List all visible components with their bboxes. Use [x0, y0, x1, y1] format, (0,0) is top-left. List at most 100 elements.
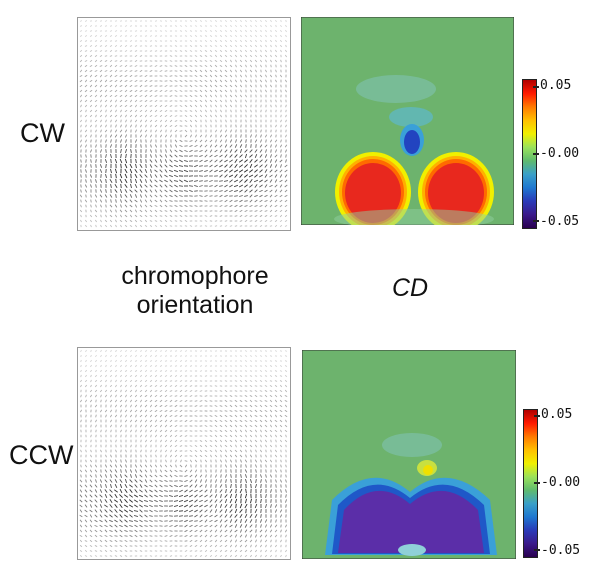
vector-arrow: [79, 89, 83, 93]
vector-arrow: [274, 375, 278, 377]
vector-arrow: [128, 509, 134, 513]
vector-arrow: [144, 104, 148, 108]
vector-arrow: [154, 205, 158, 207]
vector-arrow: [154, 365, 158, 367]
vector-arrow: [204, 444, 208, 448]
vector-arrow: [84, 384, 88, 388]
vector-arrow: [164, 225, 168, 227]
vector-arrow: [184, 464, 188, 468]
vector-arrow: [205, 474, 207, 478]
vector-arrow: [149, 35, 153, 37]
vector-arrow: [149, 109, 153, 113]
vector-arrow: [194, 454, 198, 458]
vector-arrow: [194, 550, 198, 552]
vector-arrow: [188, 499, 194, 503]
vector-arrow: [274, 414, 278, 418]
vector-arrow: [80, 364, 82, 368]
vector-arrow: [224, 159, 228, 163]
vector-arrow: [265, 449, 267, 453]
vector-arrow: [259, 74, 263, 78]
vector-arrow: [210, 114, 212, 118]
vector-arrow: [144, 489, 148, 493]
vector-arrow: [95, 139, 97, 143]
vector-arrow: [184, 125, 188, 127]
vector-arrow: [189, 185, 193, 187]
vector-arrow: [204, 175, 208, 177]
vector-arrow: [204, 60, 208, 62]
vector-arrow: [95, 159, 97, 163]
vector-arrow: [270, 29, 272, 33]
vector-arrow: [254, 24, 258, 28]
vector-arrow: [184, 435, 188, 437]
vector-arrow: [79, 69, 83, 73]
vector-arrow: [79, 535, 83, 537]
vector-arrow: [99, 509, 103, 513]
vector-arrow: [109, 524, 113, 528]
vector-arrow: [260, 434, 262, 438]
vector-arrow: [154, 199, 158, 203]
vector-arrow: [209, 415, 213, 417]
vector-arrow: [119, 498, 123, 504]
vector-arrow: [174, 184, 178, 188]
vector-arrow: [235, 493, 237, 499]
vector-arrow: [100, 384, 102, 388]
vector-arrow: [234, 419, 238, 423]
vector-arrow: [164, 469, 168, 473]
vector-arrow: [189, 520, 193, 522]
vector-arrow: [189, 20, 193, 22]
vector-arrow: [189, 189, 193, 193]
vector-arrow: [154, 409, 158, 413]
vector-arrow: [274, 409, 278, 413]
vector-arrow: [274, 139, 278, 143]
vector-arrow: [223, 180, 229, 182]
vector-arrow: [214, 94, 218, 98]
vector-arrow: [89, 499, 93, 503]
vector-arrow: [194, 65, 198, 67]
vector-arrow: [95, 199, 97, 203]
vector-arrow: [95, 369, 97, 373]
vector-arrow: [269, 164, 273, 168]
vector-arrow: [215, 114, 217, 118]
vector-arrow: [194, 405, 198, 407]
vector-arrow: [109, 74, 113, 78]
vector-arrow: [144, 189, 148, 193]
vector-arrow: [194, 85, 198, 87]
vector-arrow: [99, 539, 103, 543]
vector-arrow: [269, 424, 273, 428]
vector-arrow: [214, 184, 218, 188]
vector-arrow: [284, 199, 288, 203]
vector-arrow: [119, 424, 123, 428]
vector-arrow: [214, 35, 218, 37]
vector-arrow: [84, 74, 88, 78]
vector-arrow: [179, 440, 183, 442]
vector-arrow: [250, 129, 252, 133]
vector-arrow: [135, 158, 137, 164]
vector-arrow: [139, 214, 143, 218]
vector-arrow: [255, 479, 257, 483]
vector-arrow: [144, 469, 148, 473]
vector-arrow: [233, 169, 239, 173]
vector-arrow: [120, 384, 122, 388]
vector-arrow: [189, 140, 193, 142]
vector-arrow: [139, 164, 143, 168]
vector-arrow: [255, 114, 257, 118]
vector-arrow: [265, 84, 267, 88]
vector-arrow: [174, 454, 178, 458]
vector-arrow: [100, 354, 102, 358]
vector-arrow: [229, 49, 233, 53]
vector-arrow: [150, 469, 152, 473]
vector-arrow: [229, 144, 233, 148]
vector-arrow: [274, 54, 278, 58]
vector-arrow: [109, 104, 113, 108]
vector-arrow: [125, 429, 127, 433]
vector-arrow: [249, 189, 253, 193]
vector-arrow: [169, 505, 173, 507]
vector-arrow: [120, 109, 122, 113]
colorbar-cw-tick-top: [533, 86, 539, 88]
vector-arrow: [259, 355, 263, 357]
vector-arrow: [245, 69, 247, 73]
vector-arrow: [149, 414, 153, 418]
vector-arrow: [249, 444, 253, 448]
vector-arrow: [80, 199, 82, 203]
vector-arrow: [144, 179, 148, 183]
